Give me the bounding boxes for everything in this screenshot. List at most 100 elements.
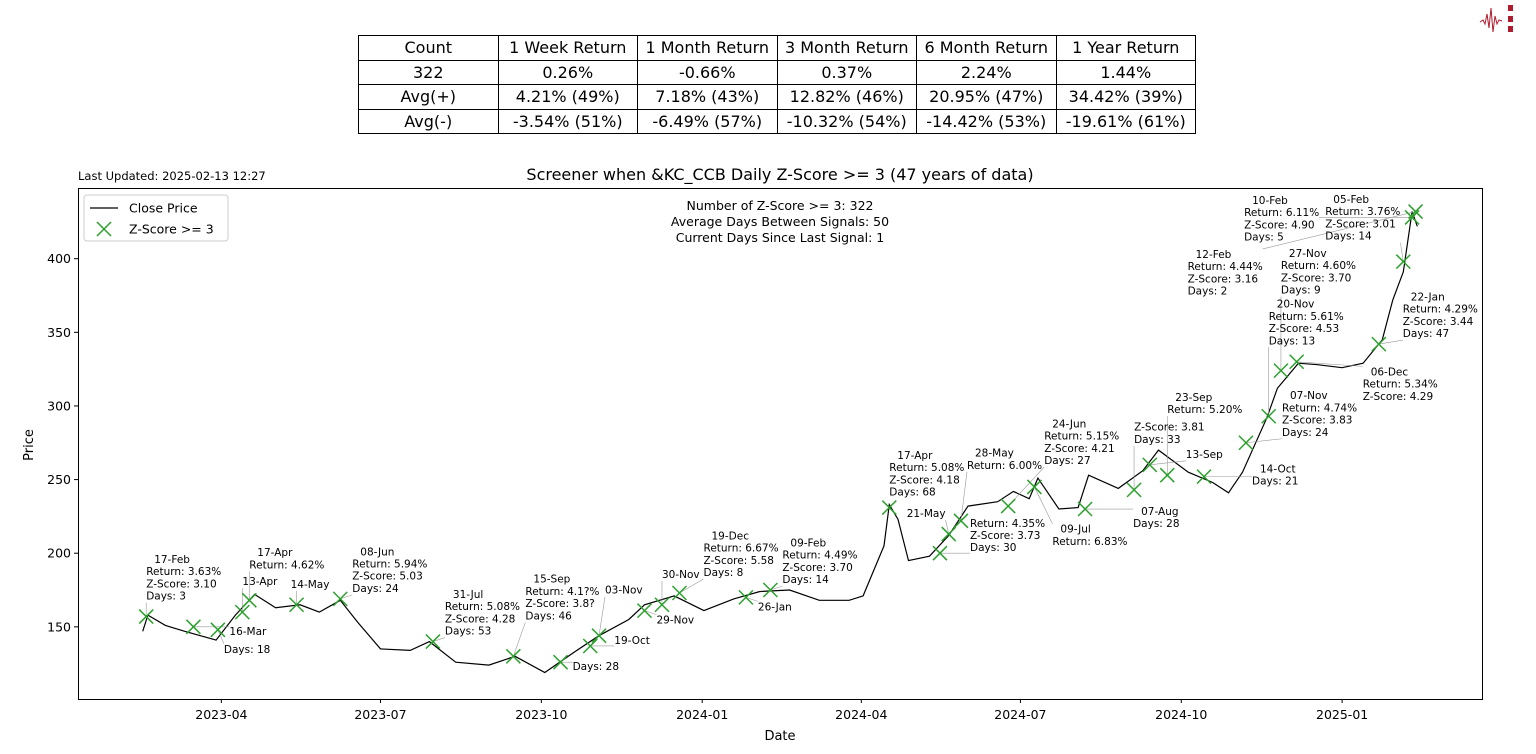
signal-annotation: Return: 4.62% [249,559,324,571]
signal-marker [1408,204,1424,220]
annotation-leader-line [598,596,606,636]
signal-annotation: Days: 9 [1281,285,1321,297]
signal-annotation: 19-Oct [614,635,650,647]
legend-zscore: Z-Score >= 3 [129,222,214,237]
x-tick-label: 2024-10 [1155,707,1207,722]
signal-annotation: Days: 28 [1133,518,1179,530]
signal-annotation: Days: 27 [1044,455,1090,467]
signal-marker [953,513,969,529]
signal-marker [591,628,607,644]
table-cell: 3 Month Return [776,35,917,61]
legend-close-price: Close Price [129,201,198,216]
signal-marker [1026,479,1042,495]
signal-annotation-block: 30-Nov [662,569,700,581]
table-cell: Avg(+) [358,84,499,110]
signal-annotation: Return: 6.83% [1052,536,1127,548]
table-cell: -3.54% (51%) [497,108,638,134]
signal-marker [1159,467,1175,483]
signal-annotation: Return: 4.1?% [525,586,599,598]
signal-annotation: Z-Score: 3.73 [970,530,1040,542]
signal-annotation-block: Days: 18 [224,644,270,656]
signal-annotation: Return: 5.20% [1167,404,1242,416]
signal-annotation: Z-Score: 3.10 [146,578,216,590]
signal-annotation: Days: 30 [970,542,1016,554]
signal-annotation: 31-Jul [453,589,483,601]
x-axis-label: Date [764,729,795,744]
signal-annotation: 20-Nov [1277,299,1315,311]
signal-marker [505,648,521,664]
signal-annotation: Z-Score: 3.83 [1282,415,1352,427]
table-cell: -6.49% (57%) [637,108,778,134]
y-tick-label: 200 [47,546,71,561]
table-cell: 12.82% (46%) [776,84,917,110]
y-tick-label: 300 [47,398,71,413]
annotation-leader-line [960,471,968,521]
annotation-leader-line [679,578,704,594]
table-cell: 322 [358,59,499,85]
signal-annotation-block: 29-Nov [657,615,695,627]
legend-x-marker-icon [96,221,112,237]
signal-annotation-block: 26-Jan [758,601,792,613]
legend: Close Price Z-Score >= 3 [83,194,229,242]
close-price-line [142,211,1418,674]
signal-annotation: Return: 6.67% [704,543,779,555]
signal-annotation: 14-May [291,579,330,591]
x-tick-label: 2023-10 [515,707,567,722]
signal-marker [185,619,201,635]
y-tick-label: 400 [47,251,71,266]
signal-annotation: Z-Score: 4.29 [1363,391,1433,403]
signal-annotation: Z-Score: 3.70 [782,562,852,574]
signal-annotation: 14-Oct [1260,463,1296,475]
table-row: Avg(-) -3.54% (51%) -6.49% (57%) -10.32% (5… [358,108,1196,134]
signal-marker [210,622,226,638]
table-cell: 2.24% [916,59,1057,85]
signal2noise-logo [1479,5,1513,33]
signal-annotation: 16-Mar [229,626,267,638]
signal-annotation: Return: 6.11% [1244,207,1319,219]
signal-annotation: 19-Dec [712,530,750,542]
annotation-leader-line [340,594,353,600]
table-cell: 1 Week Return [497,35,638,61]
signal-annotation: Return: 4.60% [1281,260,1356,272]
signal-annotation: Days: 68 [889,487,935,499]
table-cell: Avg(-) [358,108,499,134]
signal-annotation: Days: 3 [146,591,186,603]
signal-marker [289,597,305,613]
signal-marker [553,654,569,670]
signal-annotation: 05-Feb [1333,194,1369,206]
signal-stats-line: Current Days Since Last Signal: 1 [676,230,885,245]
signal-annotation: 28-May [975,448,1014,460]
signal-annotation: 07-Aug [1141,506,1178,518]
table-cell: 34.42% (39%) [1055,84,1196,110]
signal-annotation: Return: 4.35% [970,518,1045,530]
annotation-leader-line [1400,242,1404,262]
signal-annotation: Days: 14 [782,574,829,586]
signal-annotation: Return: 5.08% [889,462,964,474]
signal-annotation: Days: 46 [525,610,572,622]
table-row: Avg(+) 4.21% (49%) 7.18% (43%) 12.82% (46%)… [358,84,1196,110]
signal-marker [881,500,897,516]
signal-annotation: Return: 4.29% [1403,304,1478,316]
signal-marker [762,582,778,598]
annotation-leader-line [1149,460,1186,466]
signal-annotation: Days: 33 [1134,434,1180,446]
signal-marker [241,592,257,608]
signal-marker [738,589,754,605]
signal-annotation: 13-Sep [1186,449,1223,461]
signal-annotation: Days: 53 [445,626,491,638]
signal-annotation: 06-Dec [1371,366,1409,378]
signal-annotation: Days: 8 [704,567,744,579]
signal-annotation: Days: 13 [1269,335,1315,347]
signal-annotation: Z-Score: 5.58 [704,555,774,567]
signal-annotation: Days: 18 [224,644,270,656]
